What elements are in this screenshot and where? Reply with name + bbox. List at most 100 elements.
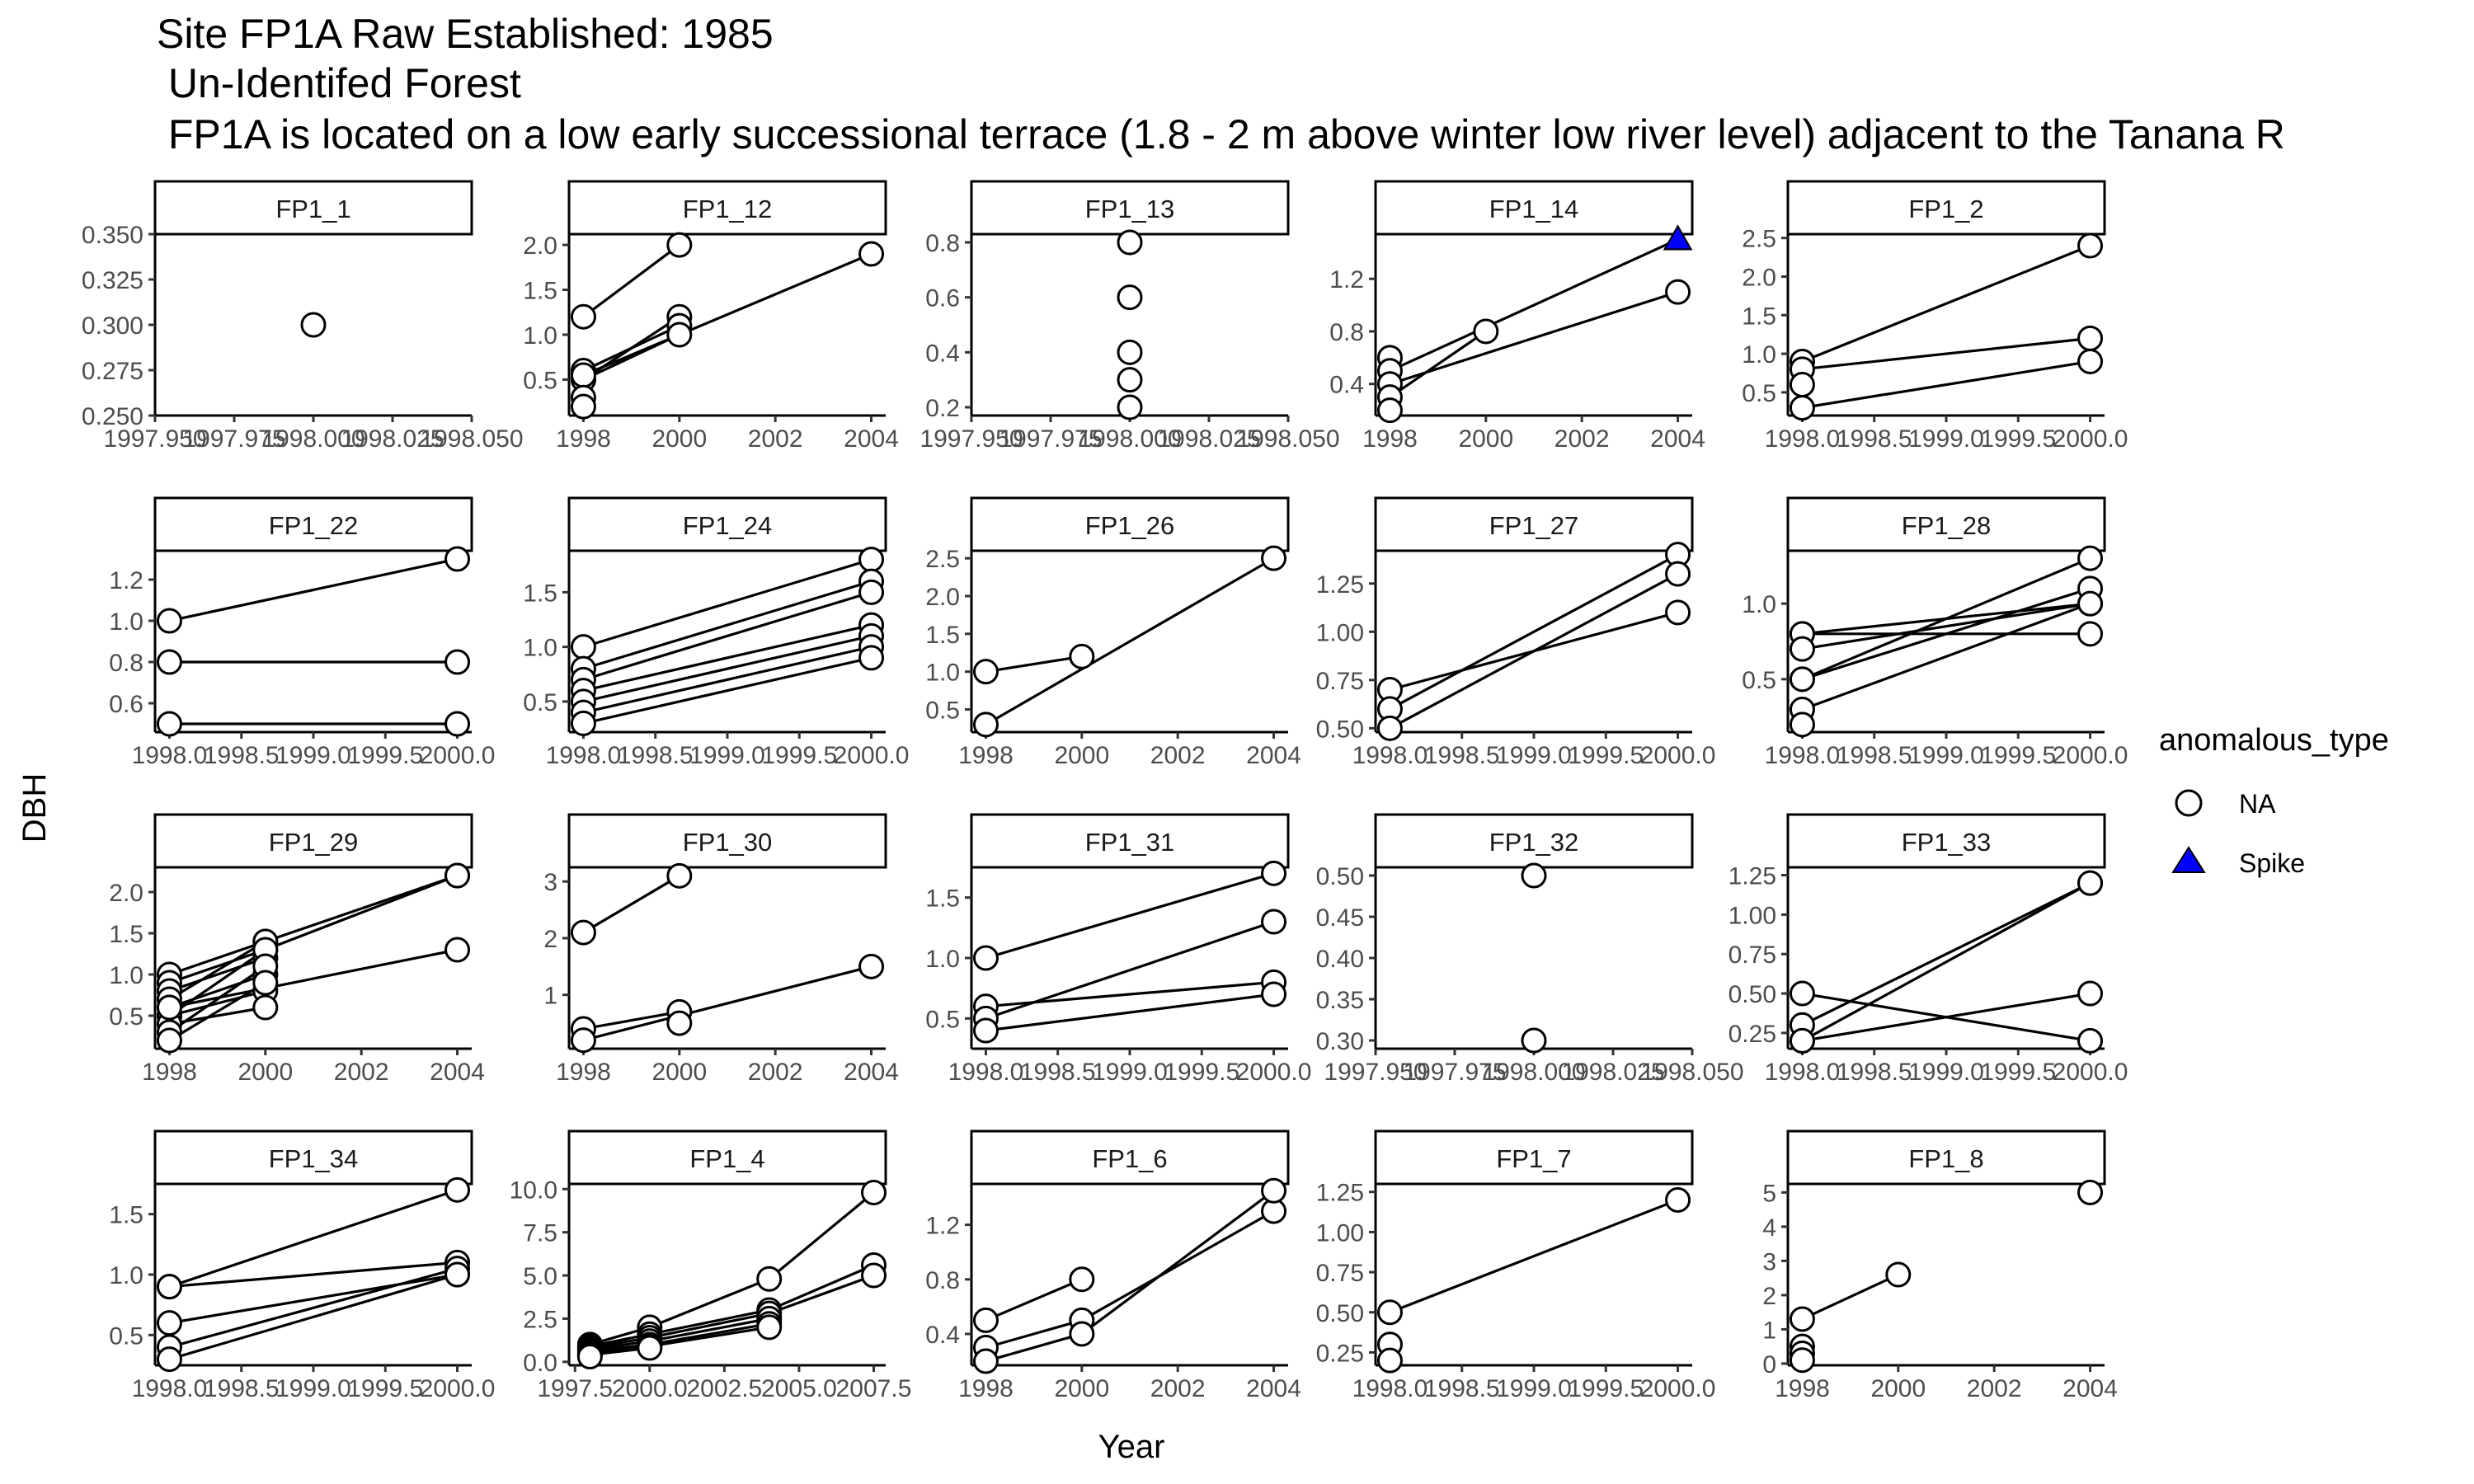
y-tick-label: 0.250 [82, 403, 143, 430]
y-tick-label: 1.5 [925, 622, 960, 649]
x-tick-label: 2004 [1246, 742, 1301, 769]
x-tick-label: 1998.0 [948, 1059, 1024, 1086]
tree-line [1801, 881, 2091, 1026]
x-tick-label: 1999.5 [1164, 1059, 1239, 1086]
y-tick-label: 0.50 [1316, 863, 1364, 890]
y-tick-label: 0.6 [109, 691, 143, 718]
data-point [1789, 711, 1815, 738]
data-point [1261, 909, 1287, 935]
data-point [2077, 870, 2104, 896]
tree-line [1801, 244, 2091, 363]
data-point [444, 1261, 471, 1288]
panel-fp1-29: FP1_29 0.5 1.0 1.5 2.0 1998 2000 2002 2004 [109, 813, 485, 1086]
y-tick-label: 1.5 [1742, 303, 1776, 330]
panel-fp1-14: FP1_14 0.4 0.8 1.2 1998 2000 2002 2004 [1329, 180, 1705, 453]
x-tick-label: 1998.025 [1561, 1059, 1664, 1086]
y-tick-label: 5 [1762, 1180, 1776, 1207]
tree-line [582, 874, 680, 934]
facet-strip [153, 180, 473, 236]
x-tick-label: 2000.0 [420, 742, 496, 769]
y-tick-label: 0.0 [523, 1350, 557, 1377]
y-tick-label: 1.5 [109, 1202, 143, 1229]
data-point [1261, 545, 1287, 571]
x-tick-label: 1997.975 [999, 425, 1102, 453]
data-point [1665, 279, 1691, 305]
y-tick-label: 0.4 [925, 340, 960, 367]
y-tick-label: 1.0 [109, 608, 143, 636]
y-tick-label: 7.5 [523, 1220, 557, 1247]
data-point [570, 919, 596, 946]
y-tick-label: 1 [1762, 1317, 1776, 1344]
x-tick-label: 2002 [1967, 1375, 2022, 1402]
panel-fp1-7: FP1_70.250.500.751.001.251998.01998.5199… [1316, 1129, 1715, 1402]
y-tick-label: 0.35 [1316, 987, 1364, 1014]
y-tick-label: 3 [1762, 1248, 1776, 1275]
data-point [1789, 636, 1815, 662]
data-point [972, 711, 999, 738]
panel-fp1-26: FP1_26 0.5 1.0 1.5 2.0 2.5 1998 2000 2002 2004 [925, 496, 1301, 769]
y-tick-label: 0.6 [925, 285, 960, 312]
y-tick-label: 0.25 [1729, 1021, 1776, 1048]
x-tick-label: 2000.0 [2053, 1059, 2128, 1086]
y-tick-label: 0.5 [523, 367, 557, 394]
legend-label-na: NA [2239, 789, 2276, 819]
data-point [972, 1348, 999, 1374]
y-tick-label: 1.5 [523, 580, 557, 607]
x-tick-label: 2002 [1150, 1375, 1206, 1402]
tree-line [590, 1274, 875, 1350]
y-tick-label: 2.5 [1742, 226, 1776, 253]
tree-line [1801, 881, 2091, 1042]
x-tick-label: 1999.5 [761, 742, 837, 769]
x-tick-label: 1998.0 [1765, 425, 1841, 453]
x-tick-label: 1999.0 [1908, 742, 1984, 769]
x-tick-label: 1999.5 [1568, 742, 1644, 769]
data-point [156, 649, 182, 675]
y-tick-label: 2.5 [523, 1306, 557, 1333]
x-tick-label: 2002 [748, 425, 803, 453]
x-tick-label: 2000.0 [420, 1375, 496, 1402]
y-tick-label: 2.0 [1742, 264, 1776, 291]
x-tick-label: 2004 [844, 1059, 899, 1086]
data-point [570, 710, 596, 736]
x-tick-label: 1998.0 [1765, 1059, 1841, 1086]
data-point [858, 645, 885, 671]
data-point [1117, 394, 1143, 420]
tree-line [1389, 330, 1487, 399]
y-tick-label: 1.0 [109, 1262, 143, 1289]
y-tick-label: 0.45 [1316, 904, 1364, 932]
panel-fp1-1: FP1_10.2500.2750.3000.3250.3501997.95019… [82, 180, 524, 453]
y-tick-label: 1.00 [1316, 619, 1364, 646]
data-point [2077, 1027, 2104, 1054]
tree-line [985, 1278, 1083, 1322]
y-tick-label: 2.5 [925, 546, 960, 573]
x-tick-label: 1998.5 [1837, 742, 1912, 769]
panel-fp1-12: FP1_12 0.5 1.0 1.5 2.0 1998 2000 2002 2004 [523, 180, 899, 453]
x-tick-label: 1998.000 [261, 425, 365, 453]
x-tick-label: 2000.0 [2053, 742, 2128, 769]
x-tick-label: 1997.975 [182, 425, 285, 453]
data-point [1665, 1186, 1691, 1213]
data-point [2077, 1179, 2104, 1205]
panel-fp1-27: FP1_27 0.50 0.75 1.00 1.25 1998.01998.51999.0… [1316, 496, 1716, 769]
x-tick-label: 2004 [2062, 1375, 2118, 1402]
data-point [2077, 325, 2104, 351]
panel-fp1-34: FP1_34 0.5 1.0 1.5 1998.01998.51999.01999.52… [109, 1129, 496, 1402]
x-tick-label: 2002.5 [686, 1375, 762, 1402]
data-point [1885, 1261, 1912, 1288]
tree-line [169, 1267, 458, 1349]
x-tick-label: 2000.0 [1640, 742, 1716, 769]
y-tick-label: 0.325 [82, 267, 143, 294]
x-tick-label: 1998.0 [1765, 742, 1841, 769]
y-tick-label: 5.0 [523, 1263, 557, 1290]
y-tick-label: 0.350 [82, 222, 143, 249]
data-point [1261, 860, 1287, 886]
tree-line [168, 1188, 459, 1289]
data-point [858, 953, 885, 979]
tree-line [985, 556, 1275, 726]
y-tick-label: 2.0 [523, 232, 557, 260]
x-tick-label: 2004 [430, 1059, 485, 1086]
y-tick-label: 1.25 [1316, 1180, 1364, 1207]
data-point [1521, 1027, 1547, 1054]
x-tick-label: 2004 [1650, 425, 1705, 453]
x-tick-label: 1998.025 [1157, 425, 1260, 453]
